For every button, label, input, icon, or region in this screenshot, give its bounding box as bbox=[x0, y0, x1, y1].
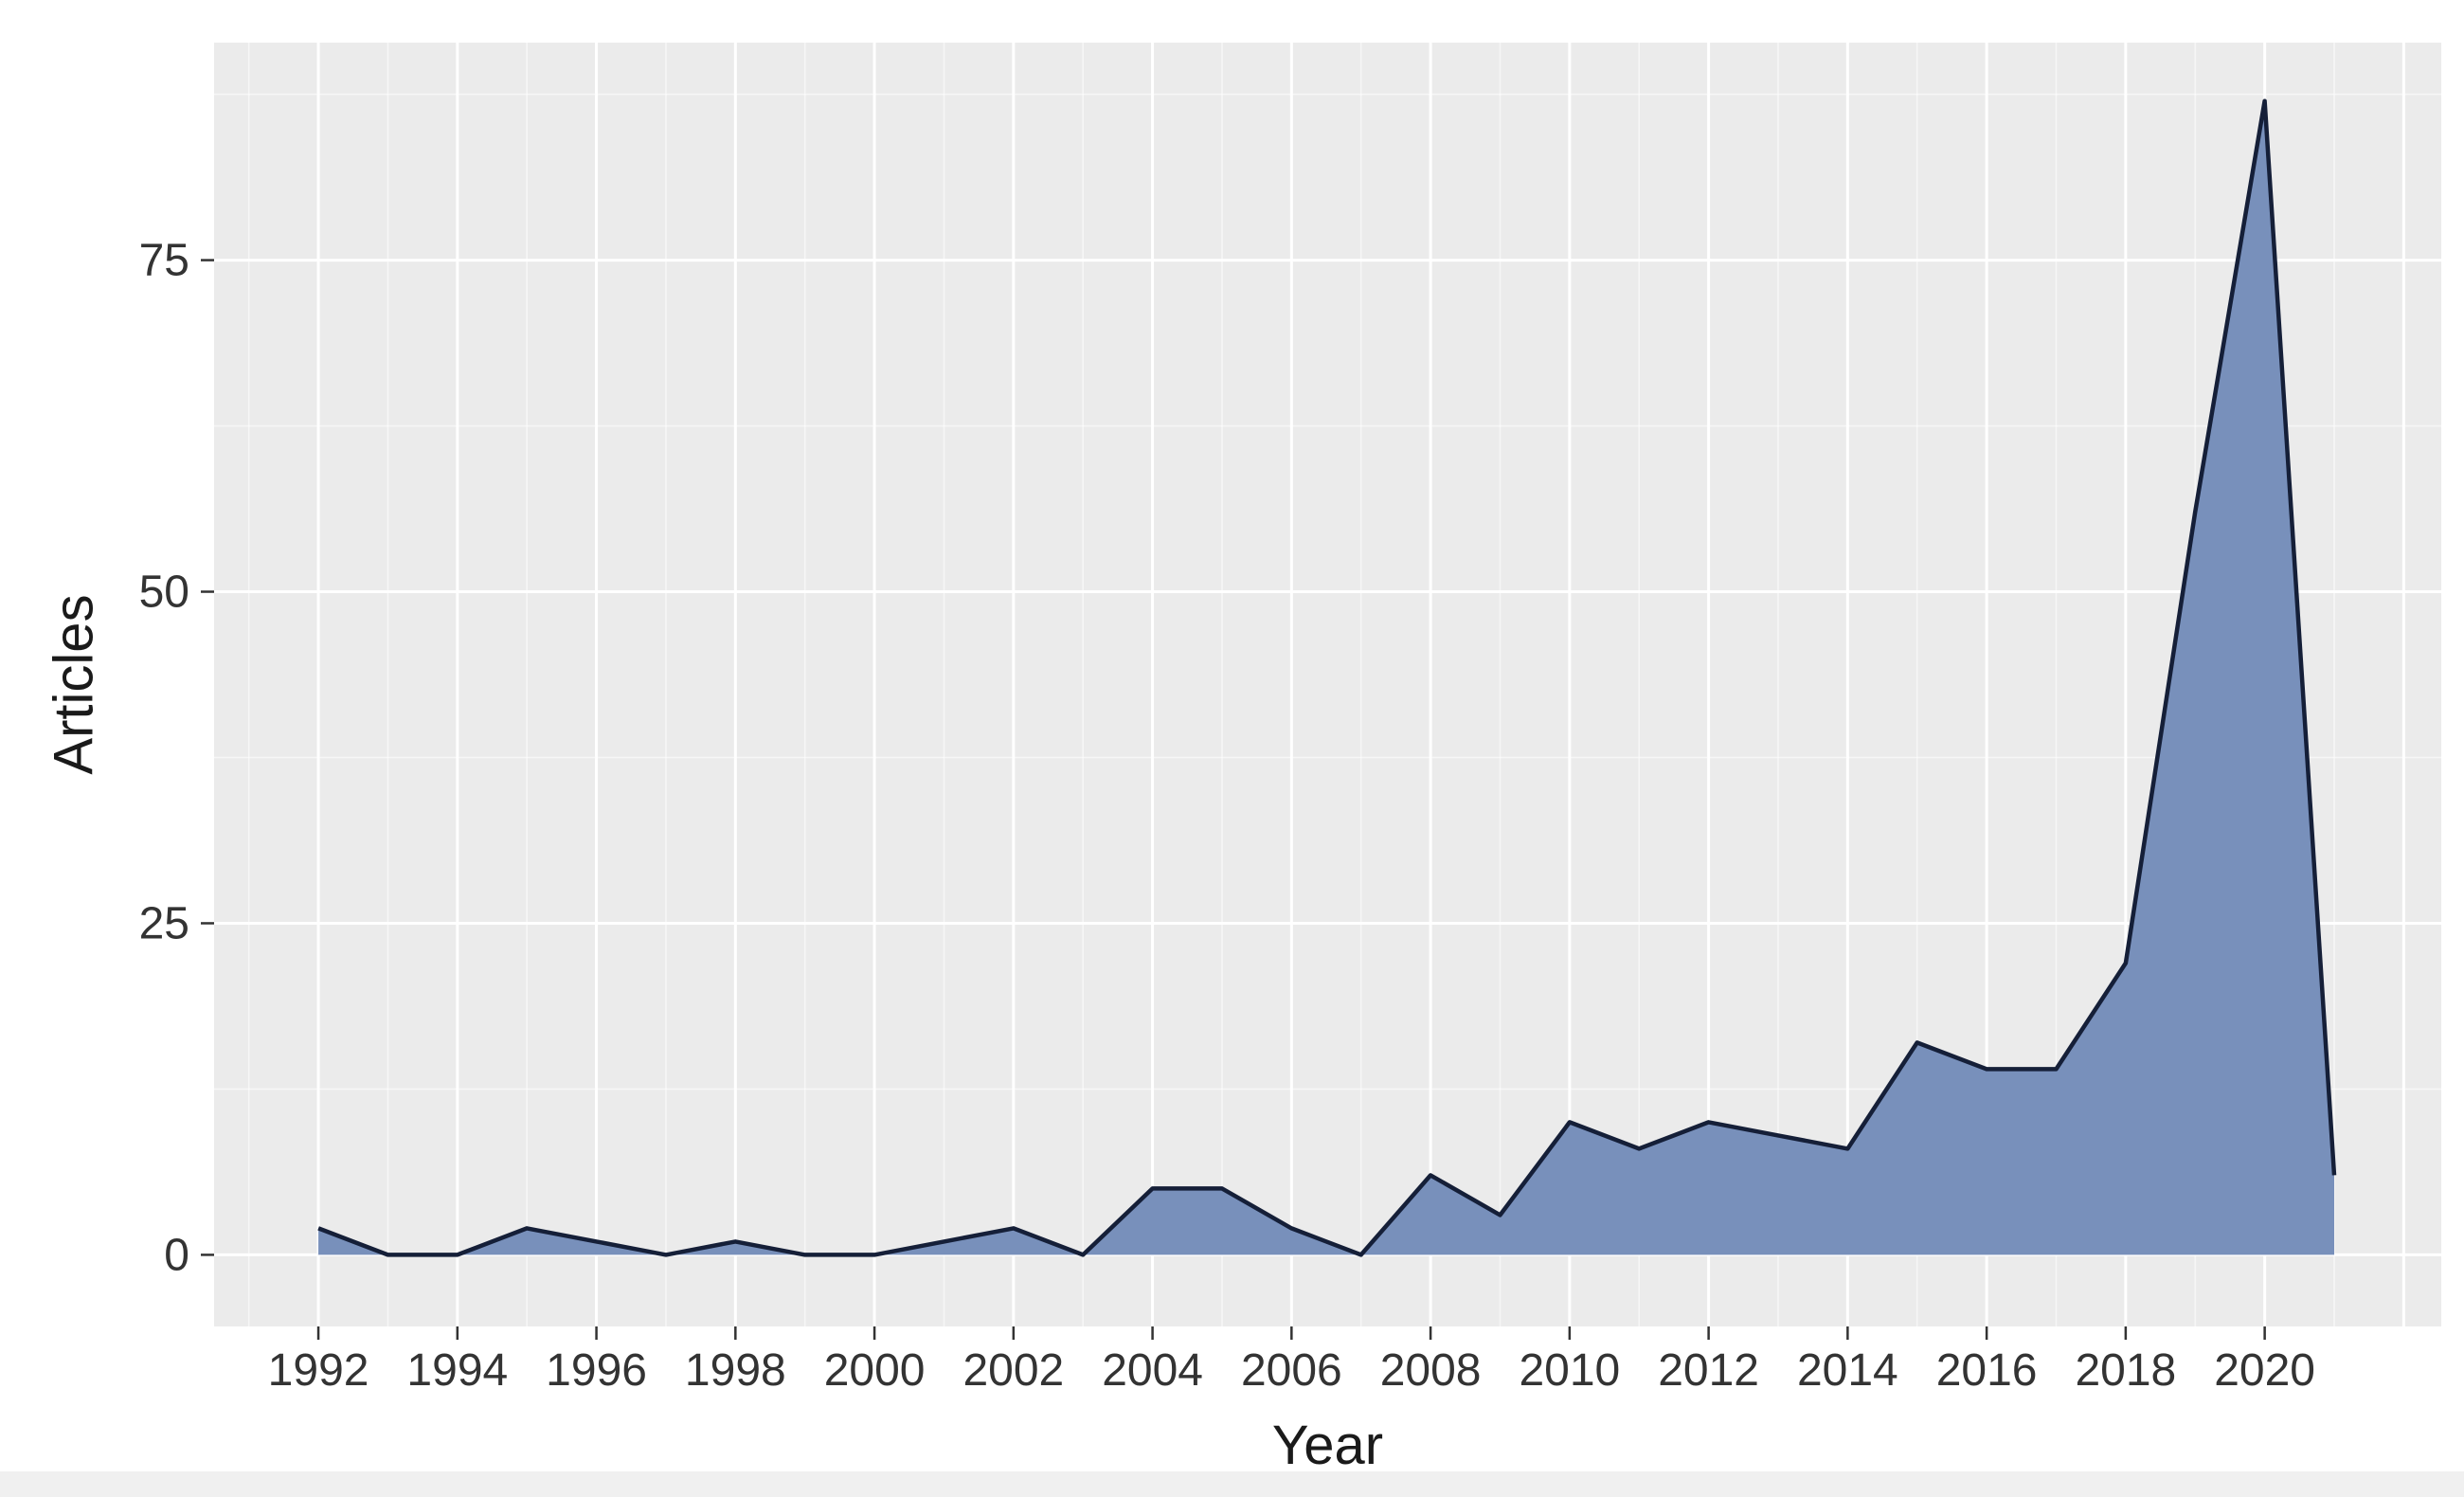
x-tick-label: 2006 bbox=[1241, 1345, 1342, 1396]
x-tick-label: 2002 bbox=[962, 1345, 1064, 1396]
y-tick-label: 25 bbox=[139, 898, 189, 948]
x-tick-label: 2004 bbox=[1102, 1345, 1203, 1396]
y-tick-label: 0 bbox=[164, 1230, 189, 1280]
series-line bbox=[317, 99, 2337, 1257]
y-tick-label: 75 bbox=[139, 236, 189, 286]
x-tick-label: 1998 bbox=[685, 1345, 786, 1396]
x-tick-label: 2010 bbox=[1519, 1345, 1620, 1396]
x-tick-label: 1994 bbox=[406, 1345, 508, 1396]
x-tick-label: 2012 bbox=[1658, 1345, 1759, 1396]
x-tick-label: 2020 bbox=[2214, 1345, 2315, 1396]
x-tick-label: 2008 bbox=[1380, 1345, 1482, 1396]
area-fill bbox=[318, 100, 2335, 1255]
x-tick-label: 2016 bbox=[1936, 1345, 2038, 1396]
y-tick-label: 50 bbox=[139, 568, 189, 618]
x-tick-label: 2018 bbox=[2075, 1345, 2176, 1396]
x-tick-label: 1992 bbox=[268, 1345, 369, 1396]
x-tick-label: 2000 bbox=[824, 1345, 926, 1396]
x-tick-label: 1996 bbox=[546, 1345, 647, 1396]
bottom-margin-strip bbox=[0, 1471, 2464, 1497]
x-tick-label: 2014 bbox=[1797, 1345, 1898, 1396]
